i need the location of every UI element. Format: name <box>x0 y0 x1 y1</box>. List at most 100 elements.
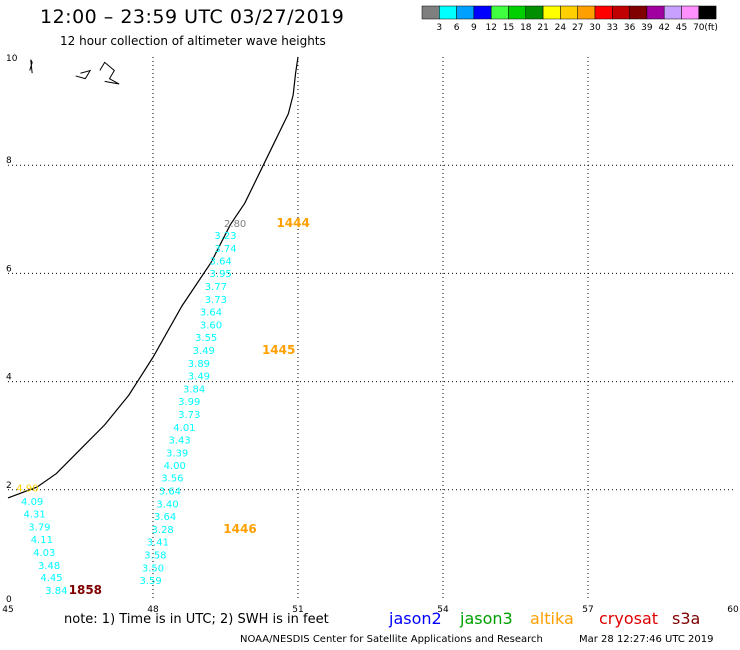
wave-height-label: 3.23 <box>214 231 236 242</box>
wave-height-label: 3.59 <box>139 576 161 587</box>
wave-height-label: 4.01 <box>173 423 195 434</box>
wave-height-label: 3.89 <box>188 359 210 370</box>
legend-label: 15 <box>503 23 514 33</box>
wave-height-label: 4.90 <box>16 483 38 494</box>
legend-label: 36 <box>624 23 636 33</box>
wave-height-label: 3.50 <box>142 563 164 574</box>
legend-label: 6 <box>454 23 460 33</box>
wave-height-label: 2.80 <box>224 219 246 230</box>
legend-swatch <box>490 5 509 20</box>
wave-height-label: 3.28 <box>152 525 174 536</box>
wave-height-label: 4.45 <box>40 573 62 584</box>
legend-label: 45 <box>676 23 687 33</box>
wave-height-label: 4.31 <box>23 509 45 520</box>
legend-swatch <box>439 5 457 20</box>
legend-swatch <box>421 5 440 20</box>
x-tick-label: 57 <box>582 605 593 615</box>
wave-height-label: 4.03 <box>33 548 55 559</box>
wave-height-label: 3.64 <box>154 512 176 523</box>
y-tick-label: 10 <box>6 54 18 64</box>
wave-height-label: 3.64 <box>210 257 232 268</box>
wave-height-label: 3.84 <box>183 384 205 395</box>
wave-height-label: 3.64 <box>200 308 222 319</box>
legend-label: 33 <box>607 23 618 33</box>
coastline <box>7 56 299 499</box>
island-outline <box>75 69 92 80</box>
y-tick-label: 6 <box>6 264 12 274</box>
wave-height-label: 4.11 <box>31 535 53 546</box>
wave-height-label: 3.84 <box>45 586 67 597</box>
wave-height-label: 3.77 <box>205 282 227 293</box>
wave-height-label: 4.09 <box>21 497 43 508</box>
x-tick-label: 45 <box>2 605 13 615</box>
legend-label: 27 <box>572 23 583 33</box>
wave-height-label: 3.55 <box>195 333 217 344</box>
legend-label: 24 <box>555 23 567 33</box>
pass-time-label: 1446 <box>223 522 256 536</box>
legend-swatch <box>560 5 578 20</box>
wave-height-label: 3.40 <box>156 500 178 511</box>
wave-height-label: 4.00 <box>164 461 186 472</box>
legend-label: 42 <box>658 23 669 33</box>
chart-subtitle: 12 hour collection of altimeter wave hei… <box>60 34 326 48</box>
pass-time-label: 1445 <box>262 343 295 357</box>
legend-swatch <box>508 5 527 20</box>
legend-swatch <box>542 5 561 20</box>
wave-height-label: 3.99 <box>178 397 200 408</box>
wave-height-label: 3.39 <box>166 448 188 459</box>
y-tick-label: 4 <box>6 373 12 383</box>
legend-label: 30 <box>589 23 601 33</box>
footer-note: note: 1) Time is in UTC; 2) SWH is in fe… <box>64 612 329 627</box>
legend-swatch <box>629 5 648 20</box>
satellite-name-cryosat: cryosat <box>599 609 659 628</box>
legend-label: 70 <box>693 23 705 33</box>
satellite-name-s3a: s3a <box>672 609 701 628</box>
wave-height-label: 3.49 <box>188 371 210 382</box>
legend-label: 18 <box>520 23 532 33</box>
wave-height-label: 3.79 <box>28 522 50 533</box>
footer-timestamp: Mar 28 12:27:46 UTC 2019 <box>579 634 714 645</box>
legend-swatch <box>681 5 700 20</box>
pass-time-label: 1444 <box>276 216 309 230</box>
legend-unit: (ft) <box>704 23 718 33</box>
wave-height-label: 3.60 <box>200 321 222 332</box>
x-tick-label: 48 <box>147 605 159 615</box>
x-tick-label: 60 <box>727 605 739 615</box>
wave-height-label: 3.41 <box>147 538 169 549</box>
satellite-name-altika: altika <box>530 609 574 628</box>
wave-height-label: 3.48 <box>38 561 60 572</box>
y-tick-label: 8 <box>6 156 12 166</box>
wave-height-label: 3.64 <box>159 487 181 498</box>
island-outline <box>29 59 33 74</box>
island-outline <box>99 61 120 85</box>
wave-height-label: 3.95 <box>210 269 232 280</box>
x-tick-label: 51 <box>292 605 303 615</box>
satellite-name-jason3: jason3 <box>460 609 513 628</box>
x-tick-label: 54 <box>437 605 449 615</box>
wave-height-label: 3.58 <box>144 551 166 562</box>
legend-swatch <box>473 5 492 20</box>
wave-height-label: 3.43 <box>168 435 190 446</box>
footer-credit: NOAA/NESDIS Center for Satellite Applica… <box>240 634 543 645</box>
legend-label: 12 <box>485 23 496 33</box>
legend-swatch <box>663 5 682 20</box>
legend-label: 21 <box>537 23 548 33</box>
chart-title: 12:00 – 23:59 UTC 03/27/2019 <box>40 6 345 28</box>
y-tick-label: 2 <box>6 481 12 491</box>
wave-height-label: 3.49 <box>193 346 215 357</box>
legend-label: 9 <box>471 23 477 33</box>
legend-swatch <box>698 5 717 20</box>
legend-label: 3 <box>436 23 442 33</box>
legend-swatch <box>646 5 665 20</box>
wave-height-label: 3.74 <box>214 244 236 255</box>
satellite-name-jason2: jason2 <box>389 609 442 628</box>
wave-height-label: 3.56 <box>161 474 183 485</box>
legend-swatch <box>525 5 544 20</box>
legend-swatch <box>456 5 475 20</box>
legend-label: 39 <box>641 23 653 33</box>
wave-height-label: 3.73 <box>178 410 200 421</box>
legend-swatch <box>594 5 613 20</box>
y-tick-label: 0 <box>6 595 12 605</box>
wave-height-label: 3.73 <box>205 295 227 306</box>
